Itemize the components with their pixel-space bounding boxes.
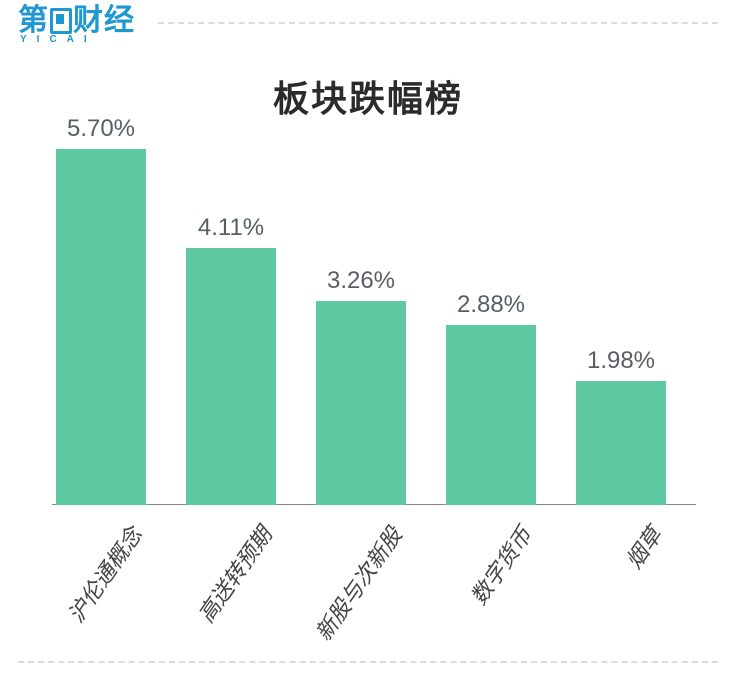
top-divider [158,22,718,24]
logo-char-1: 第 [18,6,49,36]
bar [56,149,146,505]
bar [576,381,666,505]
logo-box-icon [50,8,72,34]
bar-category-label: 沪伦通概念 [38,505,149,628]
bar-value-label: 3.26% [291,267,431,295]
bar-value-label: 2.88% [421,291,561,319]
bar-category-label: 新股与次新股 [285,505,408,646]
bottom-divider [18,661,718,663]
bar [186,248,276,505]
bar [446,325,536,505]
bar-category-label: 数字货币 [441,505,539,610]
bar-category-label: 高送转预期 [168,505,279,628]
bar-value-label: 4.11% [161,214,301,242]
brand-logo: 第 财经 YICAI [18,6,148,45]
bar-value-label: 1.98% [551,347,691,375]
bar [316,301,406,505]
bar-value-label: 5.70% [31,115,171,143]
bar-category-label: 烟草 [596,505,669,574]
bar-chart: 5.70%沪伦通概念4.11%高送转预期3.26%新股与次新股2.88%数字货币… [52,130,696,505]
logo-char-rest: 财经 [73,6,135,36]
